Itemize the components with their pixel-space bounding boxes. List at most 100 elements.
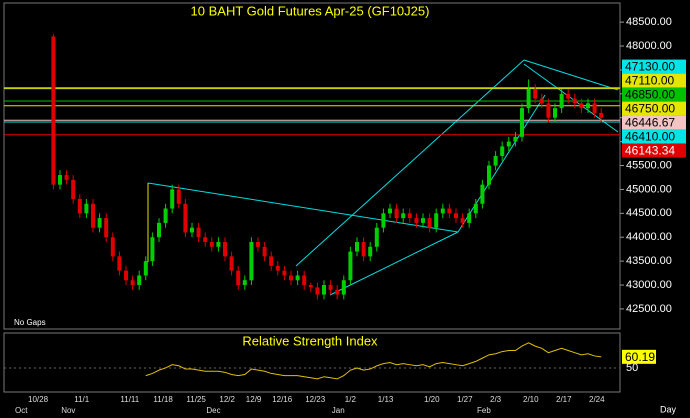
candle-body — [388, 208, 392, 214]
candle-body — [579, 103, 584, 109]
x-tick-label: 12/2 — [219, 395, 235, 404]
candle-body — [394, 208, 399, 219]
level-label-box — [622, 59, 686, 74]
y-tick-label: 50 — [626, 362, 638, 374]
period-label: Day — [660, 404, 677, 414]
level-label: 47130.00 — [625, 60, 675, 74]
level-label: 46850.00 — [625, 88, 675, 102]
candle-body — [110, 237, 115, 257]
x-tick-label: 12/16 — [272, 395, 293, 404]
candle-body — [117, 256, 122, 271]
candle-body — [223, 242, 227, 257]
candle-body — [51, 36, 56, 185]
candle-body — [427, 218, 432, 228]
candle-body — [539, 98, 544, 104]
month-label: Oct — [15, 406, 28, 415]
x-tick-label: 1/2 — [345, 395, 357, 404]
rsi-line — [145, 342, 602, 380]
trendlines — [147, 59, 619, 296]
candle-body — [150, 237, 155, 262]
candle-body — [130, 280, 135, 286]
x-tick-label: 1/27 — [457, 395, 473, 404]
month-label: Jan — [332, 406, 345, 415]
candle-body — [190, 227, 194, 233]
level-label-box — [622, 115, 686, 130]
candle-body — [533, 89, 538, 99]
candle-body — [493, 155, 498, 166]
candle-body — [440, 208, 445, 214]
candle-body — [401, 213, 406, 219]
candle-body — [526, 89, 531, 109]
level-label-box — [622, 129, 686, 144]
candle-body — [572, 98, 577, 104]
candle-body — [586, 103, 590, 109]
candle-body — [553, 108, 557, 118]
trendline — [329, 231, 459, 296]
candle-body — [335, 289, 340, 295]
candle-body — [500, 146, 505, 156]
candle-body — [209, 242, 214, 247]
candle-body — [520, 108, 524, 137]
x-tick-label: 2/24 — [589, 395, 605, 404]
candle-body — [91, 203, 95, 228]
candle-body — [249, 242, 254, 281]
x-tick-label: 1/13 — [378, 395, 394, 404]
candle-body — [513, 136, 518, 142]
candle-body — [592, 103, 597, 113]
candle-body — [355, 242, 359, 252]
trendline — [457, 94, 546, 233]
candle-body — [506, 141, 511, 147]
candle-body — [361, 242, 366, 257]
x-tick-label: 11/11 — [120, 395, 139, 404]
rsi-panel — [3, 332, 621, 393]
x-tick-label: 11/18 — [153, 395, 173, 404]
candle-body — [229, 256, 234, 271]
x-tick-label: 11/1 — [74, 395, 90, 404]
candle-body — [348, 251, 353, 281]
candle-body — [559, 93, 564, 109]
candle-body — [374, 227, 379, 247]
candle-body — [104, 218, 109, 238]
candle-body — [302, 275, 307, 286]
candle-body — [58, 175, 62, 185]
month-label: Nov — [61, 406, 75, 415]
candle-body — [421, 218, 425, 223]
candle-body — [308, 285, 313, 288]
candle-body — [216, 242, 221, 247]
candle-body — [566, 93, 571, 99]
candle-body — [487, 165, 491, 185]
candle-body — [341, 280, 346, 295]
candle-body — [183, 203, 188, 233]
candle-body — [473, 203, 478, 214]
x-tick-label: 12/9 — [246, 395, 262, 404]
level-label: 46410.00 — [625, 130, 675, 144]
candle-body — [71, 179, 76, 199]
candle-body — [454, 213, 458, 219]
candle-body — [322, 285, 326, 295]
candle-body — [315, 287, 320, 295]
level-label: 46750.00 — [625, 102, 675, 116]
y-tick-label: 48500.00 — [626, 16, 672, 28]
y-tick-label: 44000.00 — [626, 231, 672, 243]
candle-body — [414, 218, 419, 223]
y-tick-label: 43500.00 — [626, 255, 672, 267]
level-label-box — [622, 87, 686, 102]
candle-body — [143, 261, 148, 276]
level-label-box — [622, 101, 686, 116]
x-tick-label: 1/20 — [424, 395, 440, 404]
candle-body — [460, 218, 465, 223]
month-label: Feb — [477, 406, 491, 415]
x-tick-label: 12/23 — [305, 395, 326, 404]
candle-body — [176, 189, 181, 204]
x-tick-label: 2/3 — [490, 395, 502, 404]
note: No Gaps — [14, 318, 46, 327]
candle-body — [242, 280, 247, 286]
candle-body — [269, 256, 274, 266]
candle-body — [295, 275, 300, 281]
candle-body — [328, 285, 333, 290]
y-tick-label: 42500.00 — [626, 303, 672, 315]
trendline — [147, 182, 459, 233]
candle-body — [163, 208, 168, 223]
rsi-value-box — [622, 349, 656, 364]
